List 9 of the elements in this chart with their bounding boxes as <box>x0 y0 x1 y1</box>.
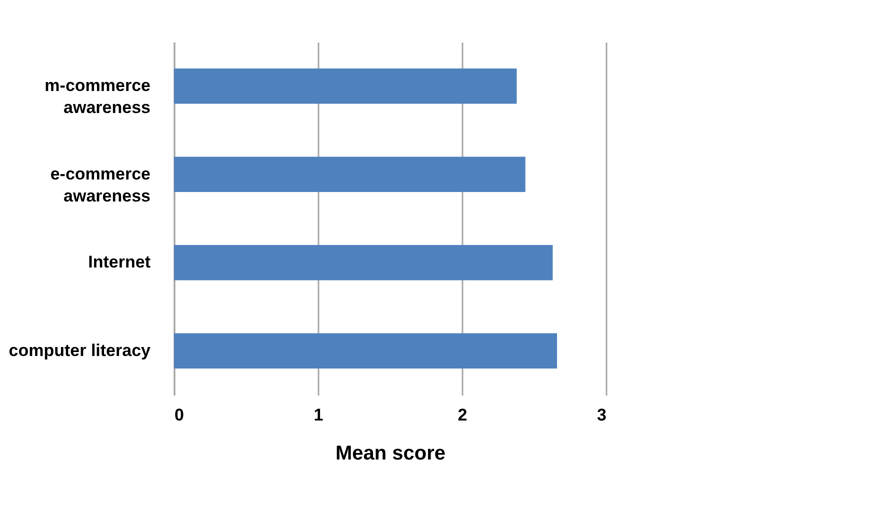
y-tick-label: computer literacy <box>8 340 152 360</box>
x-tick-label: 0 <box>174 406 184 424</box>
x-axis-title: Mean score <box>335 442 446 464</box>
x-tick-label: 1 <box>314 406 324 424</box>
y-tick-label: e-commerce awareness <box>50 164 150 206</box>
y-tick-label: m-commerce awareness <box>44 76 150 118</box>
y-tick-label: Internet <box>88 252 151 272</box>
x-tick-label: 3 <box>597 406 606 424</box>
x-tick-label: 2 <box>458 406 468 424</box>
